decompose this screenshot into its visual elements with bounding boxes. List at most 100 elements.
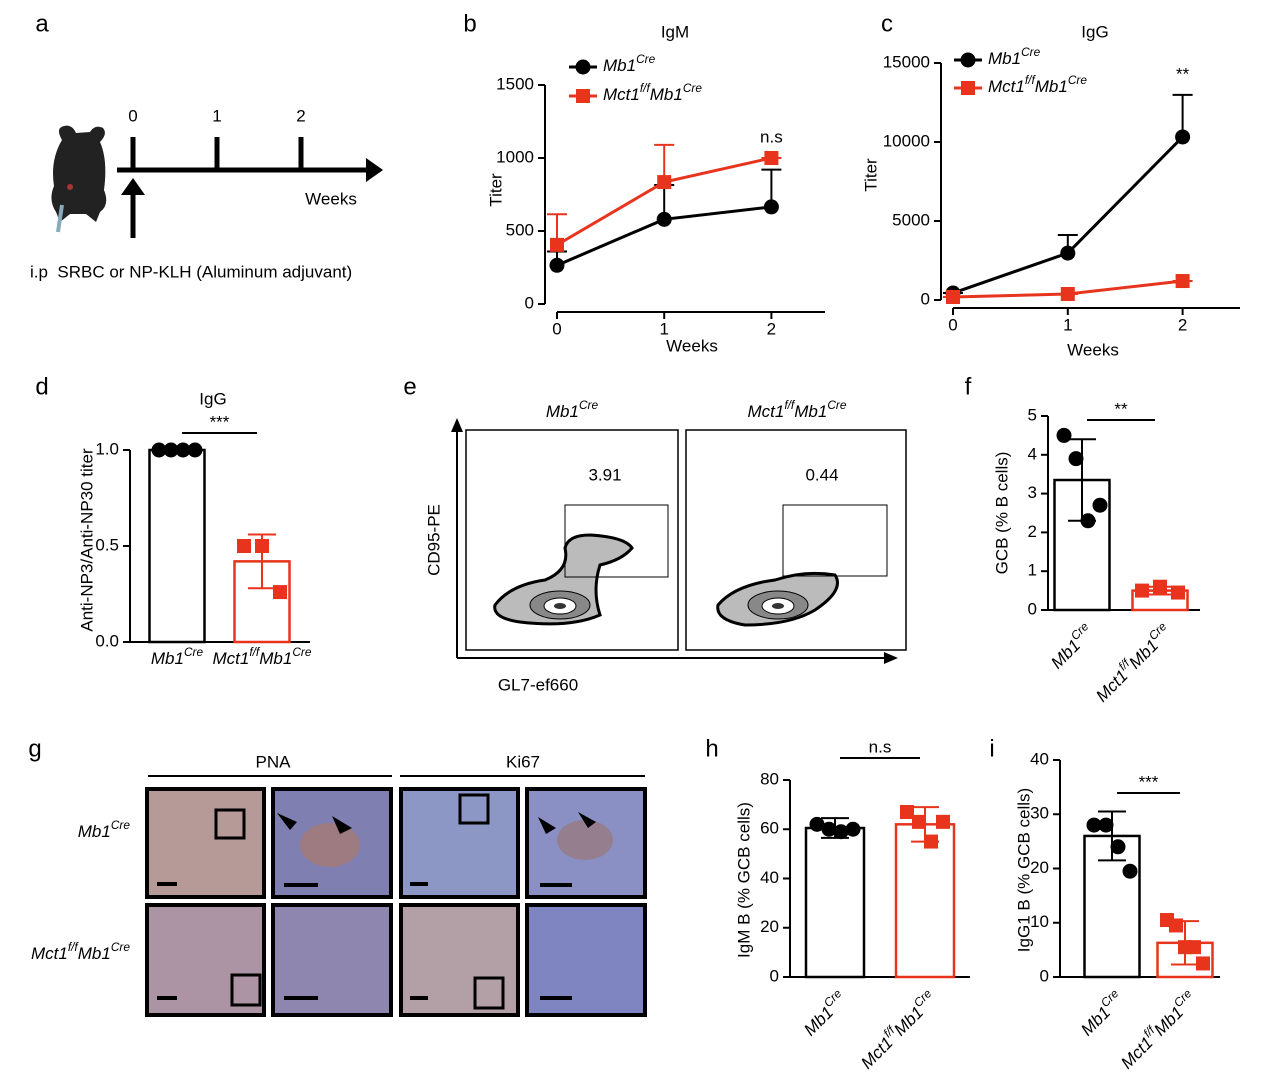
data-point <box>1068 451 1084 467</box>
text-part: Mb1 <box>794 402 827 421</box>
text-part: Mb1 <box>151 649 184 668</box>
x-axis-label: Weeks <box>666 336 718 355</box>
flow-panel: CD95-PE GL7-ef660 Mb1Cre Mct1f/fMb1Cre 3… <box>424 398 907 694</box>
time-tick-label: 0 <box>128 106 137 125</box>
marker <box>549 257 565 273</box>
inset-box <box>214 808 246 840</box>
annotation: n.s <box>760 127 783 146</box>
plot-frame <box>465 429 679 651</box>
y-tick-label: 2 <box>1028 522 1037 541</box>
marker <box>1060 245 1076 261</box>
text-part: Cre <box>579 398 599 412</box>
gate <box>782 504 888 577</box>
annotation: *** <box>1139 772 1159 791</box>
time-tick-label: 1 <box>212 106 221 125</box>
y-axis-label: IgM B (% GCB cells) <box>734 802 753 958</box>
data-point <box>1086 817 1102 833</box>
x-tick-label: 2 <box>1178 315 1187 334</box>
text-part: Cre <box>292 645 312 659</box>
inset-box <box>230 973 262 1007</box>
data-point <box>809 816 825 832</box>
data-point <box>255 539 269 553</box>
y-tick-label: 80 <box>760 769 779 788</box>
marker <box>1060 286 1075 301</box>
data-point <box>1187 940 1201 955</box>
annotation: ** <box>1114 399 1128 418</box>
y-tick-label: 0 <box>1040 966 1049 985</box>
data-point <box>1092 497 1108 513</box>
y-tick-label: 20 <box>1030 858 1049 877</box>
marker <box>946 289 960 304</box>
data-point <box>1171 585 1185 600</box>
germinal-center <box>300 823 360 867</box>
y-tick-label: 40 <box>760 868 779 887</box>
x-tick-label: Mct1f/fMb1Cre <box>212 645 311 668</box>
data-point <box>151 442 167 458</box>
data-point <box>237 539 251 553</box>
legend-label: Mb1Cre <box>988 45 1041 68</box>
data-point <box>1110 839 1126 855</box>
flow-y-label: CD95-PE <box>424 504 443 576</box>
mouse <box>51 125 107 222</box>
gate-value: 0.44 <box>805 465 838 484</box>
data-point <box>1080 513 1096 529</box>
marker <box>550 237 564 252</box>
data-point <box>175 442 191 458</box>
x-tick-label: Mb1Cre <box>151 645 204 668</box>
arrowhead <box>884 652 898 664</box>
row-label: Mct1f/fMb1Cre <box>31 940 130 963</box>
text-part: f/f <box>68 940 80 954</box>
text-part: Cre <box>184 645 204 659</box>
text-part: f/f <box>249 645 261 659</box>
time-tick-label: 2 <box>296 106 305 125</box>
data-point <box>912 814 926 829</box>
annotation: ** <box>1176 64 1190 83</box>
data-point <box>1098 817 1114 833</box>
legend-marker <box>575 59 591 75</box>
y-tick-label: 10 <box>1030 912 1049 931</box>
syringe <box>56 204 64 233</box>
y-tick-label: 0 <box>525 293 534 312</box>
text-part: Cre <box>1021 45 1041 59</box>
histology-panel: PNA Ki67 Mb1Cre Mct1f/fMb1Cre <box>31 752 647 1017</box>
timeline-caption: i.p SRBC or NP-KLH (Aluminum adjuvant) <box>30 262 352 281</box>
text-part: Mct1 <box>212 649 249 668</box>
data-point <box>821 821 837 837</box>
marker <box>764 151 779 165</box>
arrowhead <box>451 418 463 432</box>
y-tick-label: 1 <box>1028 561 1037 580</box>
x-tick-label: 2 <box>767 319 776 338</box>
y-tick-label: 20 <box>760 917 779 936</box>
legend-label: Mct1f/fMb1Cre <box>603 81 702 104</box>
data-point <box>900 805 914 820</box>
text-part: Cre <box>683 81 703 95</box>
density-contour <box>493 533 634 626</box>
text-part: Cre <box>636 52 656 66</box>
y-tick-label: 40 <box>1030 749 1049 768</box>
text-part: Mct1 <box>988 77 1025 96</box>
y-tick-label: 0 <box>921 289 930 308</box>
x-axis-label: Weeks <box>1067 340 1119 359</box>
y-tick-label: 5000 <box>892 210 930 229</box>
y-tick-label: 10000 <box>883 131 930 150</box>
text-part: Cre <box>111 818 131 832</box>
panel-label: g <box>28 735 41 762</box>
data-point <box>1135 583 1149 598</box>
germinal-center <box>557 820 613 860</box>
y-axis-label: IgG1 B (% GCB cells) <box>1014 788 1033 952</box>
marker <box>763 199 779 215</box>
gate <box>564 504 669 578</box>
row-label: Mb1Cre <box>78 818 131 841</box>
marker <box>1175 129 1191 145</box>
axis-arrowhead <box>366 158 383 182</box>
tissue-image <box>271 903 393 1017</box>
y-tick-label: 60 <box>760 819 779 838</box>
text-part: Mb1 <box>988 49 1021 68</box>
timeline: 0 1 2 Weeks i.p SRBC or NP-KLH (Aluminum… <box>30 106 383 281</box>
y-axis-label: Titer <box>486 173 505 207</box>
y-axis-label: GCB (% B cells) <box>992 452 1011 575</box>
panel-label: e <box>403 373 416 400</box>
data-point <box>833 824 849 840</box>
data-point <box>1056 427 1072 443</box>
